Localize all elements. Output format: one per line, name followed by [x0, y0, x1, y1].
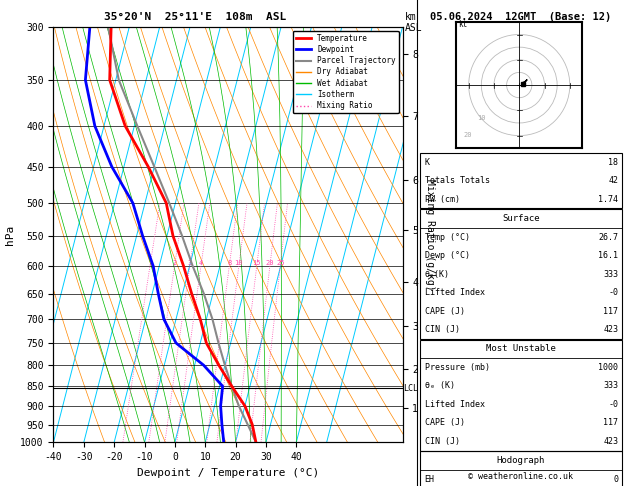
Text: 16.1: 16.1 [598, 251, 618, 260]
Text: CIN (J): CIN (J) [425, 325, 460, 334]
Text: Lifted Index: Lifted Index [425, 288, 484, 297]
Text: Dewp (°C): Dewp (°C) [425, 251, 470, 260]
X-axis label: Dewpoint / Temperature (°C): Dewpoint / Temperature (°C) [137, 468, 319, 478]
Text: 20: 20 [464, 132, 472, 138]
Legend: Temperature, Dewpoint, Parcel Trajectory, Dry Adiabat, Wet Adiabat, Isotherm, Mi: Temperature, Dewpoint, Parcel Trajectory… [292, 31, 399, 113]
Text: LCL: LCL [403, 383, 418, 393]
Text: Lifted Index: Lifted Index [425, 400, 484, 409]
Text: -0: -0 [608, 400, 618, 409]
Text: 05.06.2024  12GMT  (Base: 12): 05.06.2024 12GMT (Base: 12) [430, 12, 611, 22]
Text: 1: 1 [148, 260, 152, 266]
Text: CAPE (J): CAPE (J) [425, 307, 465, 315]
Text: CAPE (J): CAPE (J) [425, 418, 465, 427]
Y-axis label: Mixing Ratio (g/kg): Mixing Ratio (g/kg) [425, 179, 435, 290]
Text: 1000: 1000 [598, 363, 618, 372]
Text: EH: EH [425, 475, 435, 484]
Text: PW (cm): PW (cm) [425, 195, 460, 204]
Text: 15: 15 [252, 260, 261, 266]
Text: 423: 423 [603, 325, 618, 334]
Text: Totals Totals: Totals Totals [425, 176, 489, 185]
Text: 8: 8 [227, 260, 231, 266]
Text: -0: -0 [608, 288, 618, 297]
Text: Most Unstable: Most Unstable [486, 345, 556, 353]
Text: 2: 2 [172, 260, 177, 266]
Text: 1.74: 1.74 [598, 195, 618, 204]
Text: 4: 4 [199, 260, 203, 266]
Text: Temp (°C): Temp (°C) [425, 233, 470, 242]
Text: 20: 20 [265, 260, 274, 266]
Text: θₑ(K): θₑ(K) [425, 270, 450, 278]
Text: 423: 423 [603, 437, 618, 446]
Text: 10: 10 [235, 260, 243, 266]
Text: 3: 3 [187, 260, 192, 266]
Text: 333: 333 [603, 382, 618, 390]
Text: ASL: ASL [405, 23, 423, 34]
Text: Hodograph: Hodograph [497, 456, 545, 465]
Text: © weatheronline.co.uk: © weatheronline.co.uk [469, 472, 573, 481]
Text: θₑ (K): θₑ (K) [425, 382, 455, 390]
Text: 35°20'N  25°11'E  108m  ASL: 35°20'N 25°11'E 108m ASL [104, 12, 286, 22]
Text: Pressure (mb): Pressure (mb) [425, 363, 489, 372]
Text: kt: kt [459, 20, 468, 29]
Text: K: K [425, 158, 430, 167]
Text: 18: 18 [608, 158, 618, 167]
Text: CIN (J): CIN (J) [425, 437, 460, 446]
Text: Surface: Surface [502, 214, 540, 223]
Text: 10: 10 [477, 116, 486, 122]
Text: 42: 42 [608, 176, 618, 185]
Text: 117: 117 [603, 307, 618, 315]
Text: km: km [405, 12, 417, 22]
Text: 333: 333 [603, 270, 618, 278]
Text: 0: 0 [613, 475, 618, 484]
Y-axis label: hPa: hPa [4, 225, 14, 244]
Text: 25: 25 [276, 260, 284, 266]
Text: 26.7: 26.7 [598, 233, 618, 242]
Text: 117: 117 [603, 418, 618, 427]
